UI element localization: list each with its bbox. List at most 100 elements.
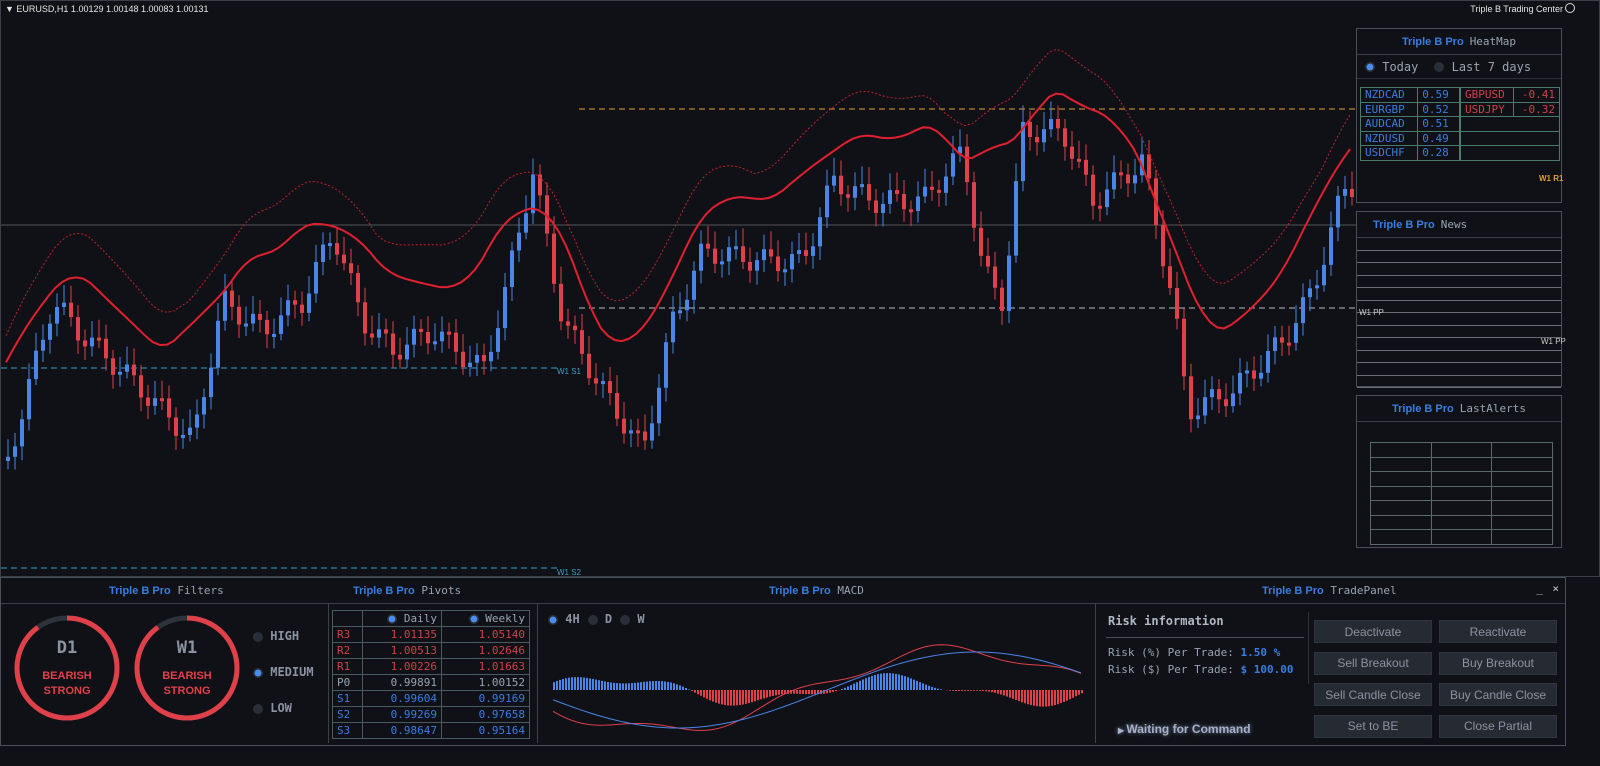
- news-row[interactable]: [1357, 363, 1561, 376]
- news-row[interactable]: [1357, 251, 1561, 263]
- radio-icon: [587, 614, 598, 625]
- heatmap-row[interactable]: NZDCAD 0.59: [1359, 87, 1460, 103]
- filter-option-low[interactable]: LOW: [253, 690, 314, 726]
- set-to-be-button[interactable]: Set to BE: [1314, 714, 1432, 738]
- macd-tf-w[interactable]: W: [620, 612, 645, 626]
- macd-histogram-bar: [856, 682, 858, 690]
- envelope-upper-line: [5, 48, 1351, 336]
- bear-candle: [363, 302, 367, 334]
- macd-histogram-bar: [736, 690, 738, 706]
- bull-candle: [328, 243, 332, 247]
- sell-breakout-button[interactable]: Sell Breakout: [1314, 651, 1432, 675]
- news-row[interactable]: [1357, 276, 1561, 288]
- heatmap-option-today[interactable]: Today: [1365, 60, 1418, 74]
- bull-candle: [1245, 370, 1249, 374]
- bull-candle: [762, 249, 766, 261]
- macd-histogram-bar: [958, 690, 960, 691]
- macd-histogram-bar: [640, 682, 642, 690]
- bear-candle: [1287, 342, 1291, 346]
- heatmap-row[interactable]: GBPUSD -0.41: [1459, 87, 1560, 103]
- heatmap-row[interactable]: EURGBP 0.52: [1359, 101, 1460, 117]
- macd-histogram-bar: [589, 678, 591, 690]
- news-row[interactable]: [1357, 301, 1561, 313]
- news-row[interactable]: [1357, 376, 1561, 388]
- macd-histogram-bar: [997, 690, 999, 694]
- macd-histogram-bar: [1030, 690, 1032, 706]
- reactivate-button[interactable]: Reactivate: [1439, 620, 1557, 643]
- bear-candle: [846, 194, 850, 198]
- macd-histogram-bar: [871, 675, 873, 690]
- price-chart[interactable]: ▼ EURUSD,H1 1.00129 1.00148 1.00083 1.00…: [0, 0, 1600, 577]
- bear-candle: [1119, 172, 1123, 176]
- news-row[interactable]: [1357, 326, 1561, 338]
- close-button[interactable]: ×: [1552, 582, 1559, 595]
- pivot-col-daily[interactable]: Daily: [361, 610, 443, 627]
- bear-candle: [160, 398, 164, 402]
- bull-candle: [671, 311, 675, 343]
- alerts-table: [1370, 442, 1553, 545]
- macd-histogram-bar: [601, 680, 603, 690]
- bull-candle: [223, 290, 227, 321]
- macd-tf-4h[interactable]: 4H: [548, 612, 580, 626]
- bear-candle: [391, 333, 395, 355]
- bear-candle: [1175, 288, 1179, 319]
- buy-candle-close-button[interactable]: Buy Candle Close: [1439, 683, 1557, 706]
- macd-histogram-bar: [688, 689, 690, 690]
- bear-candle: [146, 397, 150, 406]
- status-text: ▶ Waiting for Command: [1118, 722, 1251, 736]
- bull-candle: [55, 307, 59, 324]
- bull-candle: [41, 339, 45, 351]
- macd-histogram-bar: [1027, 690, 1029, 705]
- macd-histogram-bar: [646, 681, 648, 690]
- bull-candle: [314, 261, 318, 294]
- bear-candle: [594, 378, 598, 384]
- pivots-header: Daily Weekly: [332, 610, 530, 627]
- pivot-col-weekly[interactable]: Weekly: [441, 610, 530, 627]
- macd-histogram-bar: [622, 683, 624, 690]
- macd-histogram-bar: [886, 673, 888, 690]
- bull-candle: [496, 328, 500, 352]
- macd-histogram-bar: [583, 677, 585, 690]
- bull-candle: [1210, 389, 1214, 398]
- macd-tf-d[interactable]: D: [587, 612, 612, 626]
- sell-candle-close-button[interactable]: Sell Candle Close: [1314, 683, 1432, 706]
- news-list[interactable]: [1357, 238, 1561, 388]
- bear-candle: [930, 186, 934, 190]
- macd-histogram-bar: [685, 687, 687, 690]
- radio-icon: [253, 703, 263, 714]
- close-partial-button[interactable]: Close Partial: [1439, 714, 1557, 738]
- macd-histogram-bar: [823, 690, 825, 694]
- minimize-button[interactable]: _: [1536, 582, 1543, 595]
- symbol-dropdown-icon[interactable]: ▼: [5, 4, 17, 14]
- macd-histogram-bar: [1033, 690, 1035, 706]
- news-row[interactable]: [1357, 263, 1561, 276]
- radio-icon: [387, 614, 398, 624]
- filter-option-medium[interactable]: MEDIUM: [253, 654, 314, 690]
- macd-histogram-bar: [751, 690, 753, 703]
- macd-histogram-bar: [1021, 690, 1023, 703]
- bear-candle: [580, 330, 584, 354]
- bear-candle: [97, 337, 101, 341]
- filter-option-high[interactable]: HIGH: [253, 618, 314, 654]
- risk-usd-row: Risk ($) Per Trade: $ 100.00: [1108, 663, 1294, 676]
- deactivate-button[interactable]: Deactivate: [1314, 620, 1432, 643]
- bear-candle: [587, 353, 591, 379]
- news-row[interactable]: [1357, 338, 1561, 351]
- bull-candle: [1343, 188, 1347, 196]
- macd-section: 4H D W: [538, 604, 1096, 743]
- bear-candle: [1084, 159, 1088, 175]
- heatmap-positive-table: NZDCAD 0.59 EURGBP 0.52 AUDCAD 0.51 NZDUSD 0.49…: [1359, 87, 1460, 161]
- heatmap-row[interactable]: USDJPY -0.32: [1459, 101, 1560, 117]
- heatmap-row[interactable]: USDCHF 0.28: [1359, 145, 1460, 161]
- buy-breakout-button[interactable]: Buy Breakout: [1439, 651, 1557, 675]
- bull-candle: [860, 184, 864, 188]
- heatmap-option-7days[interactable]: Last 7 days: [1434, 60, 1531, 74]
- macd-histogram-bar: [1000, 690, 1002, 695]
- heatmap-row[interactable]: NZDUSD 0.49: [1359, 130, 1460, 146]
- news-row[interactable]: [1357, 238, 1561, 251]
- news-row[interactable]: [1357, 288, 1561, 301]
- macd-histogram-bar: [829, 690, 831, 693]
- heatmap-row[interactable]: AUDCAD 0.51: [1359, 116, 1460, 132]
- news-row[interactable]: [1357, 351, 1561, 363]
- news-row[interactable]: [1357, 313, 1561, 326]
